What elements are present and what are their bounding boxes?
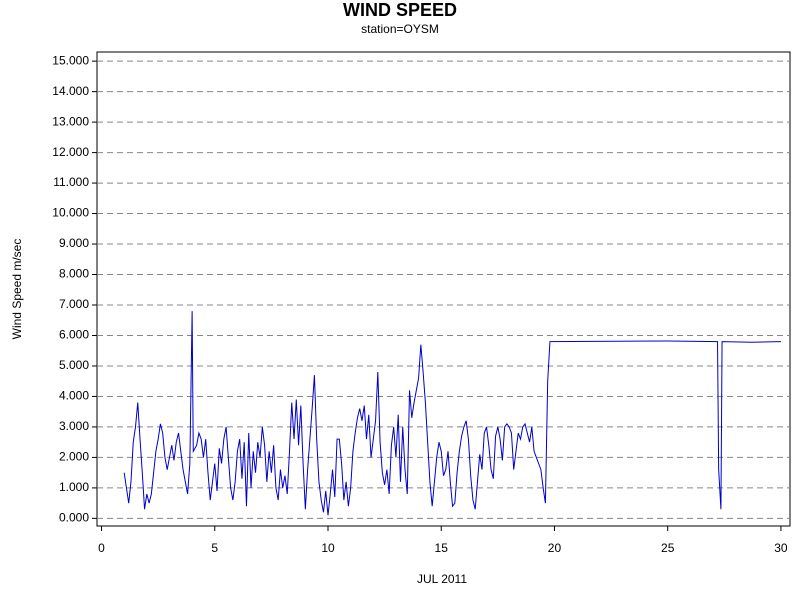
- y-tick-label: 5.000: [59, 358, 89, 372]
- y-tick-label: 11.000: [53, 175, 89, 189]
- x-axis-label: JUL 2011: [417, 572, 467, 586]
- y-tick-label: 10.000: [52, 206, 89, 220]
- y-tick-label: 8.000: [59, 267, 89, 281]
- x-tick-label: 20: [548, 541, 562, 555]
- x-tick-label: 15: [435, 541, 449, 555]
- x-tick-label: 10: [321, 541, 335, 555]
- y-tick-label: 15.000: [52, 53, 89, 67]
- y-tick-label: 1.000: [59, 480, 89, 494]
- y-tick-label: 0.000: [59, 511, 89, 525]
- y-tick-label: 2.000: [59, 450, 89, 464]
- y-tick-label: 14.000: [52, 84, 89, 98]
- y-tick-label: 6.000: [59, 328, 89, 342]
- x-tick-label: 5: [211, 541, 218, 555]
- y-axis-label: Wind Speed m/sec: [10, 239, 24, 340]
- y-tick-label: 12.000: [52, 145, 89, 159]
- y-tick-label: 13.000: [52, 114, 89, 128]
- plot-frame: [96, 51, 791, 527]
- y-tick-label: 9.000: [59, 236, 89, 250]
- wind-speed-line: [123, 311, 781, 516]
- y-tick-label: 3.000: [59, 419, 89, 433]
- chart-subtitle: station=OYSM: [361, 22, 439, 36]
- chart-title: WIND SPEED: [343, 0, 457, 20]
- y-tick-label: 7.000: [59, 297, 89, 311]
- x-tick-label: 0: [98, 541, 105, 555]
- y-tick-label: 4.000: [59, 389, 89, 403]
- x-tick-label: 30: [774, 541, 788, 555]
- x-tick-label: 25: [661, 541, 675, 555]
